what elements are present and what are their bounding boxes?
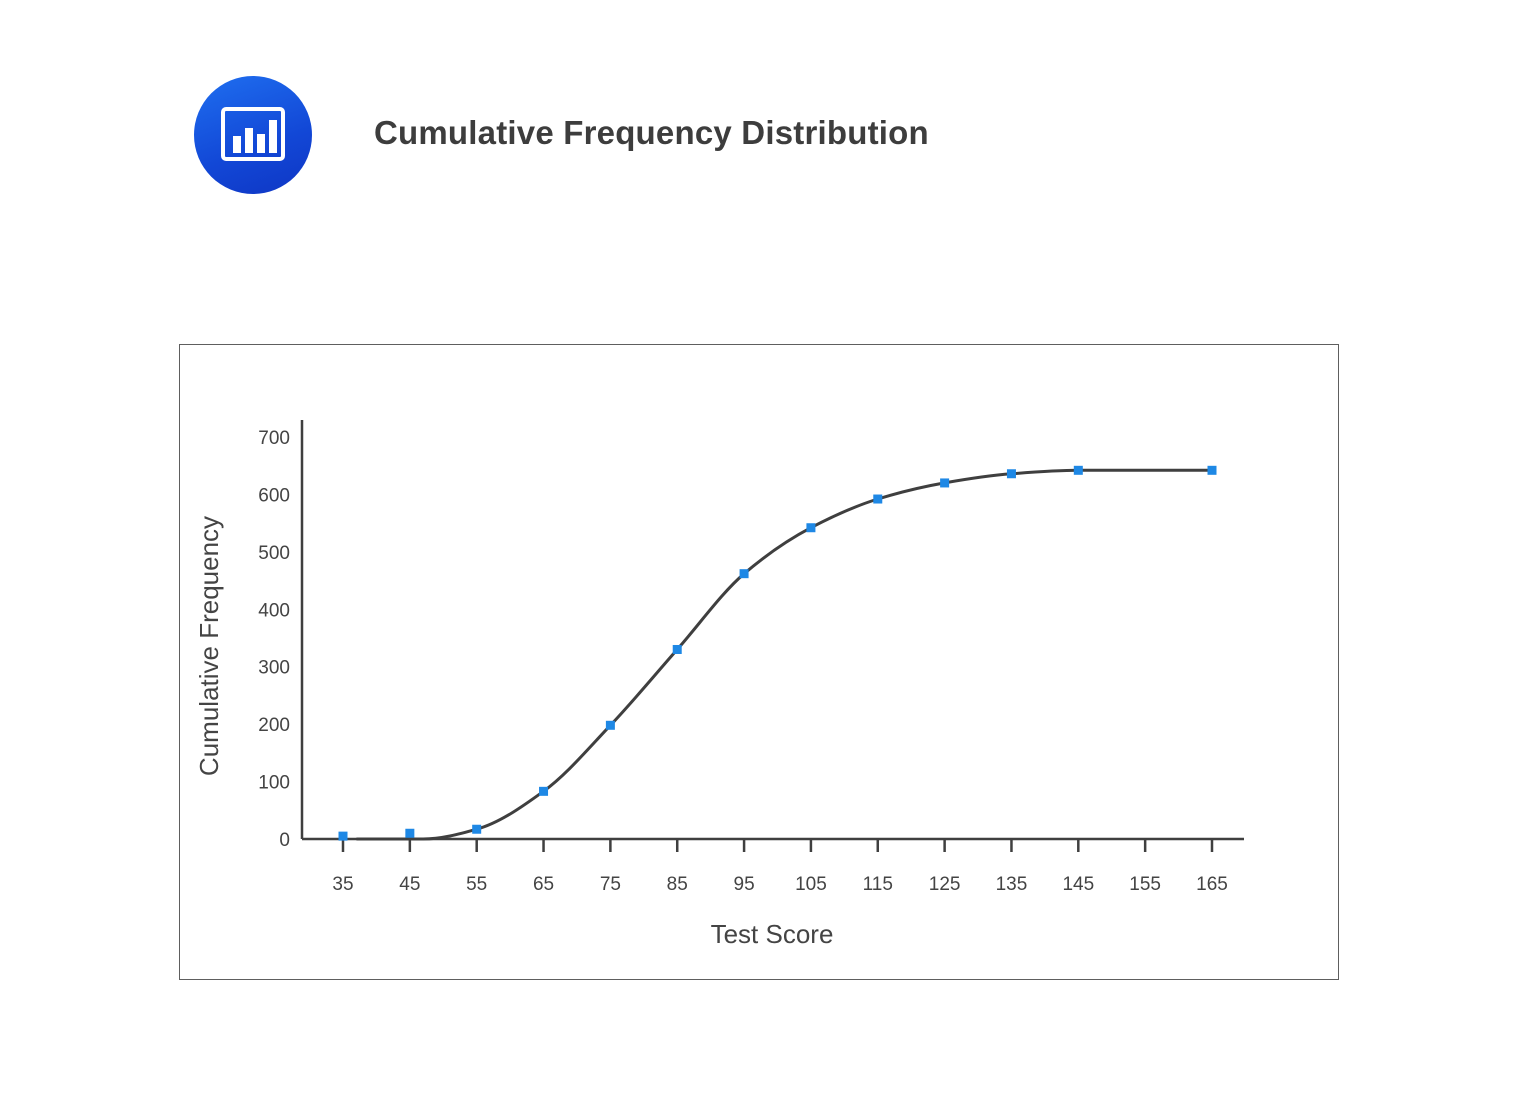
label-layer: 35 45 55 65 75 85 95 105 115 125 135 145 155 165 0 100 2… bbox=[194, 428, 1228, 949]
data-point bbox=[605, 720, 615, 730]
data-point bbox=[472, 824, 482, 834]
data-point bbox=[806, 523, 816, 533]
data-point bbox=[873, 494, 883, 504]
data-point bbox=[405, 828, 415, 838]
x-tick-label: 165 bbox=[1196, 874, 1228, 895]
x-tick-label: 115 bbox=[863, 874, 893, 895]
data-point bbox=[1006, 469, 1016, 479]
data-point bbox=[1073, 465, 1083, 475]
axes bbox=[300, 420, 1244, 852]
curve-layer bbox=[356, 468, 1212, 841]
y-tick-label: 700 bbox=[258, 428, 290, 449]
y-tick-label: 0 bbox=[279, 830, 290, 851]
x-tick-label: 45 bbox=[399, 874, 420, 895]
bar-chart-icon bbox=[194, 76, 312, 194]
data-point bbox=[539, 786, 549, 796]
marker-layer bbox=[338, 465, 1217, 841]
data-point bbox=[1207, 465, 1217, 475]
page-title: Cumulative Frequency Distribution bbox=[374, 114, 929, 151]
x-tick-label: 125 bbox=[929, 874, 961, 895]
x-tick-label: 55 bbox=[466, 874, 487, 895]
x-tick-label: 65 bbox=[533, 874, 554, 895]
y-tick-label: 500 bbox=[258, 543, 290, 564]
cumulative-frequency-curve bbox=[356, 468, 1212, 841]
y-axis-title: Cumulative Frequency bbox=[194, 516, 224, 776]
x-tick-label: 95 bbox=[734, 874, 755, 895]
x-tick-label: 145 bbox=[1062, 874, 1094, 895]
x-tick-label: 155 bbox=[1129, 874, 1161, 895]
y-tick-label: 100 bbox=[258, 773, 290, 794]
data-point bbox=[940, 478, 950, 488]
data-point bbox=[672, 644, 682, 654]
x-tick-label: 135 bbox=[996, 874, 1028, 895]
y-tick-label: 300 bbox=[258, 658, 290, 679]
chart-frame bbox=[179, 344, 1339, 980]
y-tick-label: 200 bbox=[258, 715, 290, 736]
y-tick-label: 600 bbox=[258, 485, 290, 506]
y-tick-label: 400 bbox=[258, 600, 290, 621]
x-tick-label: 85 bbox=[667, 874, 688, 895]
data-point bbox=[338, 831, 348, 841]
x-tick-label: 75 bbox=[600, 874, 621, 895]
data-point bbox=[739, 569, 749, 579]
x-tick-label: 105 bbox=[795, 874, 827, 895]
x-tick-label: 35 bbox=[332, 874, 353, 895]
x-axis-title: Test Score bbox=[711, 919, 834, 949]
